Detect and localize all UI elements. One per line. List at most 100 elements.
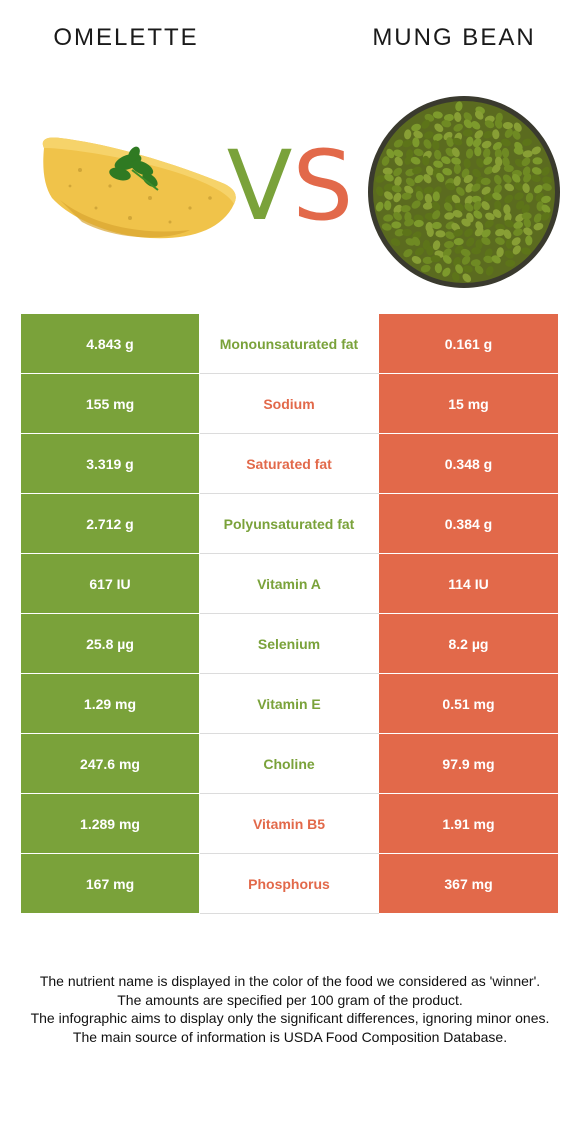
bean [425, 165, 434, 176]
left-value: 3.319 g [21, 433, 200, 494]
table-row: 4.843 g Monounsaturated fat 0.161 g [21, 314, 558, 374]
bean [404, 129, 412, 140]
nutrient-name: Choline [199, 733, 379, 794]
bean [451, 194, 461, 204]
bean [512, 245, 521, 255]
nutrient-name: Saturated fat [199, 433, 379, 494]
bean [393, 149, 404, 158]
bean [386, 148, 395, 159]
left-value: 617 IU [21, 553, 200, 614]
bean [474, 146, 482, 157]
bean [542, 183, 552, 191]
bean [381, 223, 392, 231]
bean [494, 156, 503, 167]
bean [472, 138, 482, 148]
bean [401, 192, 412, 200]
bean [444, 240, 454, 249]
bean [501, 138, 511, 147]
nutrient-name: Selenium [199, 613, 379, 674]
bean [541, 166, 550, 176]
bean [463, 174, 473, 184]
bean [504, 219, 514, 228]
bean [412, 236, 421, 247]
bean [495, 228, 505, 237]
bean [492, 142, 502, 151]
bean [400, 205, 411, 213]
right-food-title: MUNG BEAN [372, 24, 536, 51]
vs-label: VS [226, 130, 354, 242]
table-row: 1.29 mg Vitamin E 0.51 mg [21, 673, 558, 734]
bean [384, 173, 394, 182]
bean [402, 139, 413, 148]
bean [504, 250, 514, 259]
bean [464, 202, 474, 212]
bean [413, 214, 424, 222]
bean [461, 255, 471, 265]
omelette-image [42, 137, 236, 239]
bean [423, 174, 432, 184]
table-row: 617 IU Vitamin A 114 IU [21, 553, 558, 614]
table-row: 155 mg Sodium 15 mg [21, 373, 558, 434]
nutrient-name: Phosphorus [199, 853, 379, 914]
right-value: 0.161 g [378, 314, 558, 374]
bean [531, 174, 541, 183]
bean [542, 176, 553, 184]
bean [393, 167, 403, 177]
bean [462, 265, 473, 273]
bean [464, 195, 473, 205]
bean [521, 212, 532, 220]
bean [481, 140, 492, 149]
bean [461, 218, 471, 227]
bean [432, 191, 440, 202]
bean [492, 129, 500, 140]
nutrient-name: Polyunsaturated fat [199, 493, 379, 554]
bean [475, 239, 483, 250]
bean [533, 222, 544, 231]
bean [493, 184, 502, 194]
bean [422, 202, 433, 210]
bean [445, 182, 456, 191]
right-value: 114 IU [378, 553, 558, 614]
bean [521, 247, 532, 255]
bean [512, 130, 521, 140]
bean [384, 191, 393, 200]
bean [515, 200, 525, 210]
bean [375, 201, 384, 212]
bean [463, 119, 473, 129]
bean [465, 183, 474, 193]
bean [452, 137, 463, 146]
bean [411, 255, 422, 264]
bean [532, 157, 543, 165]
bean [412, 166, 422, 175]
bean [394, 229, 405, 237]
bean [521, 157, 531, 167]
bean [443, 202, 453, 212]
bean [541, 195, 551, 204]
table-row: 3.319 g Saturated fat 0.348 g [21, 433, 558, 494]
right-value: 1.91 mg [378, 793, 558, 854]
bean [453, 176, 461, 186]
bean [393, 192, 402, 203]
bean [404, 218, 414, 227]
bean [503, 229, 512, 239]
bean [434, 123, 444, 133]
bean [432, 240, 441, 251]
footnote: The nutrient name is displayed in the co… [16, 972, 564, 1046]
bean [413, 148, 424, 157]
bean [474, 227, 484, 237]
bean [424, 212, 435, 221]
bean [454, 202, 464, 212]
bean [504, 183, 514, 192]
bean [503, 164, 514, 173]
bean [464, 228, 474, 237]
comparison-table: 4.843 g Monounsaturated fat 0.161 g 155 mg S… [21, 314, 558, 914]
bean [381, 156, 390, 166]
bean [393, 204, 403, 214]
bean [444, 195, 455, 204]
bean [522, 183, 530, 194]
bean [511, 237, 521, 246]
bean [521, 204, 530, 214]
bean [485, 212, 495, 221]
table-row: 247.6 mg Choline 97.9 mg [21, 733, 558, 794]
bean [452, 210, 463, 218]
